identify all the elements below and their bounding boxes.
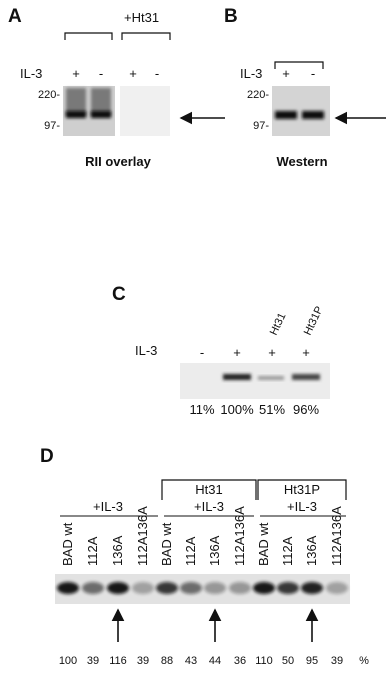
lane-label: 136A <box>207 535 222 566</box>
sign: + <box>302 345 310 360</box>
band <box>91 111 111 118</box>
band <box>57 582 79 594</box>
value: 50 <box>282 655 294 667</box>
band <box>253 582 275 594</box>
value: 36 <box>234 655 246 667</box>
value: 39 <box>87 655 99 667</box>
blot <box>120 86 170 136</box>
band <box>132 582 154 594</box>
sign: + <box>268 345 276 360</box>
band <box>258 376 284 380</box>
panel-label: B <box>224 6 238 27</box>
band <box>180 582 202 594</box>
value: 95 <box>306 655 318 667</box>
value: 44 <box>209 655 221 667</box>
lane-label: 112A <box>85 536 100 566</box>
condition: +IL-3 <box>194 499 224 514</box>
condition: +IL-3 <box>287 499 317 514</box>
lane-label: 136A <box>304 535 319 566</box>
value: 43 <box>185 655 197 667</box>
lane-label: BAD wt <box>159 522 174 566</box>
band <box>292 374 320 380</box>
group-header: Ht31P <box>284 482 320 497</box>
percent: 96% <box>293 402 319 417</box>
band <box>301 582 323 594</box>
marker-label: 97- <box>253 120 269 132</box>
group-header: Ht31 <box>195 482 222 497</box>
panel-label: D <box>40 446 54 467</box>
il3-label: IL-3 <box>20 66 42 81</box>
band <box>277 582 299 594</box>
value: 88 <box>161 655 173 667</box>
figure: A +Ht31 IL-3 RII overlay B IL-3 Western … <box>0 0 389 677</box>
value: 110 <box>255 655 273 667</box>
lane-label: 136A <box>110 535 125 566</box>
lane-label: Ht31P <box>302 304 326 337</box>
percent: 51% <box>259 402 285 417</box>
bracket <box>122 33 170 40</box>
panel-label: A <box>8 6 22 27</box>
band <box>107 582 129 594</box>
band <box>82 582 104 594</box>
band <box>223 374 251 380</box>
band <box>275 111 297 119</box>
bracket <box>65 33 112 40</box>
condition: +IL-3 <box>93 499 123 514</box>
lane-label: 112A <box>183 536 198 566</box>
il3-label: IL-3 <box>240 66 262 81</box>
lane-label: 112A136A <box>329 506 344 566</box>
lane-label: BAD wt <box>60 522 75 566</box>
band <box>66 111 86 118</box>
treatment-label: +Ht31 <box>124 10 159 25</box>
marker-label: 220- <box>38 89 60 101</box>
lane-label: Ht31 <box>268 311 289 337</box>
marker-label: 220- <box>247 89 269 101</box>
lane-label: 112A <box>280 536 295 566</box>
caption: RII overlay <box>85 154 152 169</box>
lane-label: 112A136A <box>135 506 150 566</box>
value: 39 <box>331 655 343 667</box>
percent: 11% <box>189 402 214 417</box>
sign: + <box>282 66 290 81</box>
blot <box>180 363 330 399</box>
sign: - <box>99 66 103 81</box>
band <box>302 111 324 119</box>
band <box>326 582 348 594</box>
percent: 100% <box>220 402 254 417</box>
value: 116 <box>109 655 127 667</box>
panel-label: C <box>112 284 126 305</box>
sign: - <box>200 345 204 360</box>
sign: + <box>72 66 80 81</box>
band <box>204 582 226 594</box>
lane-label: 112A136A <box>232 506 247 566</box>
lane-label: BAD wt <box>256 522 271 566</box>
marker-label: 97- <box>44 120 60 132</box>
value: 100 <box>59 655 77 667</box>
band <box>229 582 251 594</box>
value: 39 <box>137 655 149 667</box>
sign: - <box>155 66 159 81</box>
il3-label: IL-3 <box>135 343 157 358</box>
sign: + <box>233 345 241 360</box>
caption: Western <box>276 154 327 169</box>
unit: % <box>359 655 369 667</box>
sign: - <box>311 66 315 81</box>
band <box>156 582 178 594</box>
sign: + <box>129 66 137 81</box>
